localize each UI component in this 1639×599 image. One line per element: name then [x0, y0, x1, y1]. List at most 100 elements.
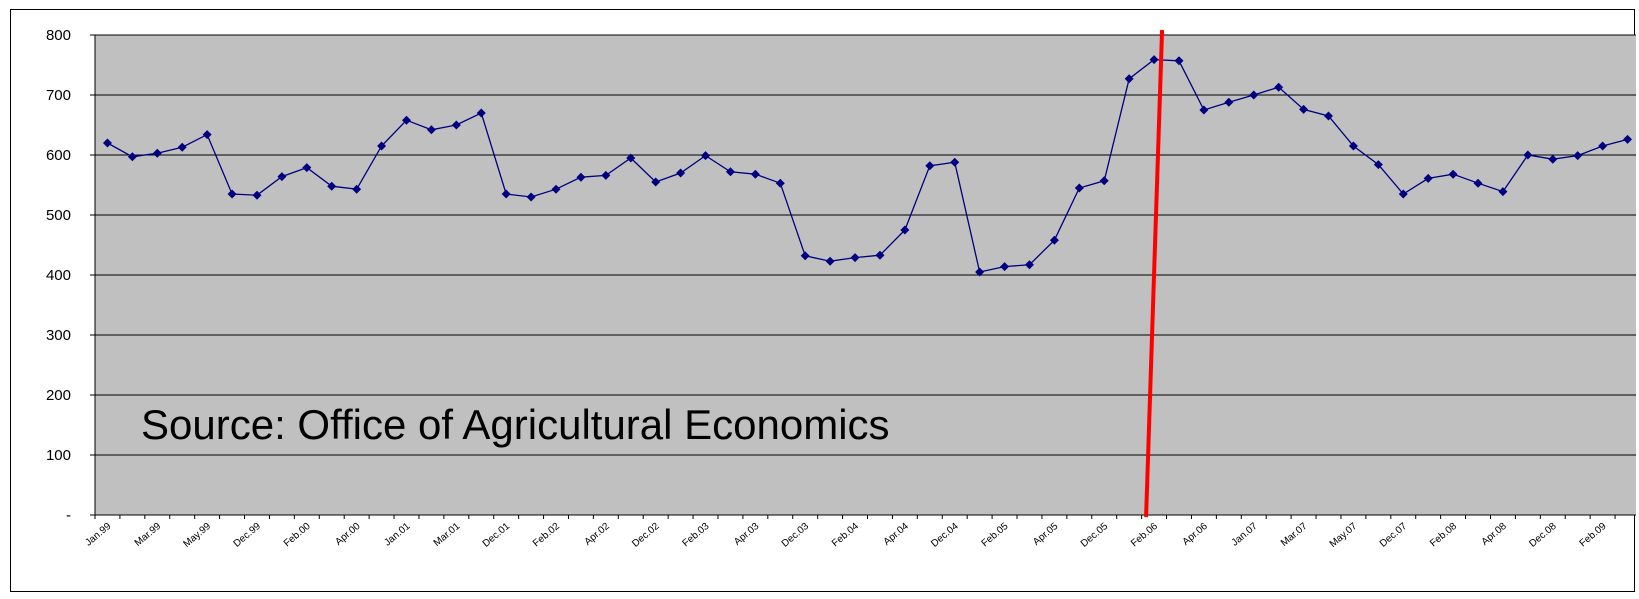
- x-tick-label: May.99: [181, 521, 213, 550]
- data-point: [1099, 176, 1109, 186]
- data-point: [1274, 82, 1284, 92]
- data-point: [1049, 235, 1059, 245]
- data-point: [227, 189, 237, 199]
- data-point: [1024, 260, 1034, 270]
- x-tick-label: Dec.03: [780, 521, 812, 550]
- x-tick-label: Feb.02: [531, 521, 562, 550]
- data-point: [551, 184, 561, 194]
- x-tick-label: Feb.03: [681, 521, 712, 550]
- marker-line: [1144, 29, 1165, 518]
- x-tick-label: Mar.01: [432, 521, 463, 549]
- data-point: [1124, 74, 1134, 84]
- data-point: [252, 190, 262, 200]
- data-point: [102, 138, 112, 148]
- data-point: [1249, 90, 1259, 100]
- line-chart: - 100 200 300 400 500 600 700 800 Jan.99 Mar.99 Ma…: [46, 27, 1636, 550]
- data-point: [401, 115, 411, 125]
- data-point: [825, 256, 835, 266]
- data-point: [800, 251, 810, 261]
- x-tick-label: Jan.01: [382, 521, 412, 549]
- series-group: [102, 55, 1633, 277]
- data-point: [925, 161, 935, 171]
- x-tick-label: Dec.01: [481, 521, 513, 550]
- x-tick-label: Dec.99: [232, 521, 264, 550]
- x-tick-label: Dec.02: [630, 521, 662, 550]
- data-point: [152, 148, 162, 158]
- data-point: [1598, 141, 1608, 151]
- data-point: [750, 169, 760, 179]
- data-point: [1398, 189, 1408, 199]
- data-point: [352, 184, 362, 194]
- gridlines: [95, 34, 1636, 456]
- x-tick-label: Apr.04: [882, 521, 912, 548]
- data-point: [975, 267, 985, 277]
- data-point: [1498, 187, 1508, 197]
- y-tick-label: 500: [46, 207, 71, 224]
- x-tick-label: Feb.00: [282, 521, 313, 550]
- data-point: [1000, 262, 1010, 272]
- data-point: [302, 163, 312, 173]
- data-point: [426, 125, 436, 135]
- x-tick-label: Apr.08: [1480, 521, 1510, 548]
- x-tick-label: Apr.05: [1031, 521, 1061, 548]
- y-tick-label: -: [66, 507, 71, 524]
- data-point: [1448, 169, 1458, 179]
- data-point: [875, 250, 885, 260]
- y-tick-label: 800: [46, 27, 71, 44]
- data-point: [1324, 111, 1334, 121]
- x-tick-label: Dec.04: [929, 521, 961, 550]
- x-tick-label: Jan.07: [1230, 521, 1260, 549]
- y-tick-label: 600: [46, 147, 71, 164]
- y-tick-label: 300: [46, 327, 71, 344]
- data-point: [1199, 105, 1209, 115]
- y-tick-label: 200: [46, 387, 71, 404]
- data-point: [701, 151, 711, 161]
- data-point: [327, 181, 337, 191]
- data-point: [1523, 150, 1533, 160]
- x-tick-label: Apr.00: [333, 521, 363, 548]
- x-tick-label: May.07: [1328, 521, 1360, 550]
- data-point: [601, 170, 611, 180]
- y-axis-ticks: - 100 200 300 400 500 600 700 800: [46, 27, 95, 524]
- data-point: [1174, 56, 1184, 66]
- data-point: [900, 225, 910, 235]
- x-tick-label: Feb.08: [1428, 521, 1459, 550]
- data-point: [775, 178, 785, 188]
- data-point: [676, 168, 686, 178]
- x-tick-label: Apr.03: [732, 521, 762, 548]
- data-point: [1299, 104, 1309, 114]
- x-tick-label: Apr.06: [1181, 521, 1211, 548]
- x-tick-label: Dec.08: [1527, 521, 1559, 550]
- data-point: [1373, 160, 1383, 170]
- data-point: [1423, 173, 1433, 183]
- source-annotation: Source: Office of Agricultural Economics: [141, 401, 890, 448]
- data-point: [651, 177, 661, 187]
- data-point: [177, 142, 187, 152]
- x-tick-label: Feb.05: [980, 521, 1011, 550]
- x-tick-label: Apr.02: [583, 521, 613, 548]
- data-point: [526, 192, 536, 202]
- data-point: [725, 167, 735, 177]
- data-point: [626, 153, 636, 163]
- data-point: [476, 108, 486, 118]
- data-point: [1548, 154, 1558, 164]
- x-tick-label: Dec.05: [1079, 521, 1111, 550]
- data-point: [850, 253, 860, 263]
- y-tick-label: 400: [46, 267, 71, 284]
- data-point: [1473, 178, 1483, 188]
- data-point: [202, 130, 212, 140]
- y-tick-label: 700: [46, 87, 71, 104]
- data-point: [277, 172, 287, 182]
- x-tick-label: Mar.99: [133, 521, 164, 549]
- x-tick-label: Feb.09: [1578, 521, 1609, 550]
- data-point: [501, 189, 511, 199]
- data-point: [950, 157, 960, 167]
- data-point: [377, 141, 387, 151]
- x-tick-label: Feb.04: [830, 521, 861, 550]
- data-point: [1224, 97, 1234, 107]
- x-tick-label: Feb.06: [1129, 521, 1160, 550]
- series-line: [107, 58, 1628, 273]
- x-tick-label: Dec.07: [1378, 521, 1410, 550]
- x-axis-ticks: Jan.99 Mar.99 May.99 Dec.99 Feb.00 Apr.00 Jan.…: [83, 515, 1616, 550]
- data-point: [1348, 141, 1358, 151]
